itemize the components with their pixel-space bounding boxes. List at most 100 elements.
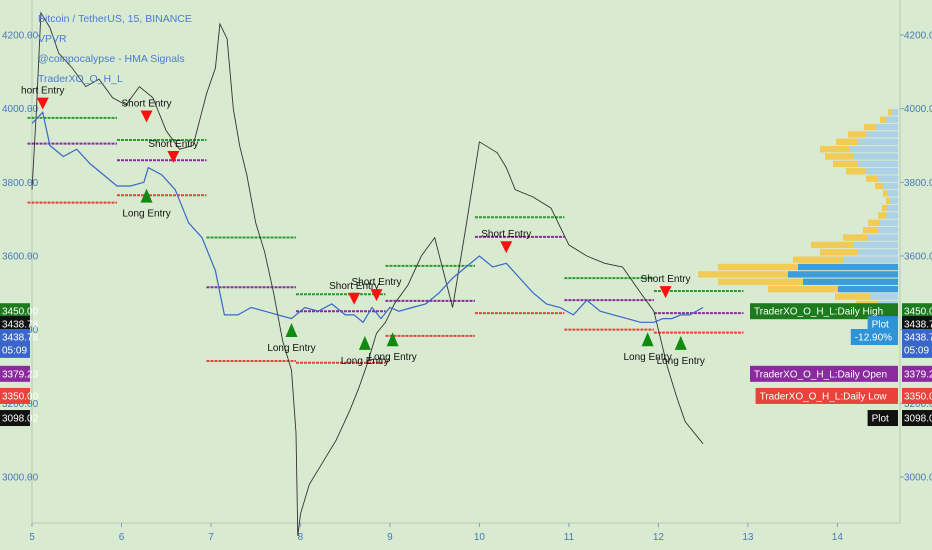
volume-profile-up-bar <box>820 145 850 153</box>
short-entry-label: Short Entry <box>329 281 379 292</box>
left-price-tag <box>0 410 30 427</box>
short-entry-label: Short Entry <box>148 139 198 150</box>
left-price-tag <box>0 316 30 333</box>
indicator-label-tag <box>867 410 898 427</box>
left-y-tick-label: 3600.00 <box>2 251 39 262</box>
volume-profile-up-bar <box>880 116 886 123</box>
volume-profile-down-bar <box>876 123 898 131</box>
volume-profile-down-bar <box>870 293 898 300</box>
long-entry-label: Long Entry <box>341 356 389 367</box>
indicator-label-tag <box>867 316 898 333</box>
volume-profile-down-bar <box>858 249 898 256</box>
volume-profile-down-bar <box>880 219 898 227</box>
indicator-label-text: Plot <box>872 320 889 331</box>
volume-profile-up-bar <box>718 278 803 285</box>
volume-profile-down-bar <box>878 175 898 182</box>
left-price-tag <box>0 387 30 404</box>
left-price-tag-text: 3438.78 <box>2 320 39 331</box>
left-y-tick-label: 3000.00 <box>2 472 39 483</box>
volume-profile-down-bar <box>866 131 898 138</box>
volume-profile-down-bar <box>788 271 898 278</box>
indicator-label-tag <box>755 387 898 404</box>
plot-series-line <box>31 11 704 536</box>
short-entry-label: hort Entry <box>21 86 64 97</box>
volume-profile-up-bar <box>866 175 878 182</box>
volume-profile-up-bar <box>718 263 798 271</box>
long-entry-label: Long Entry <box>122 209 170 220</box>
left-y-tick-label: 4000.00 <box>2 104 39 115</box>
volume-profile-up-bar <box>888 109 892 116</box>
volume-profile-up-bar <box>878 212 886 219</box>
short-entry-arrow[interactable] <box>167 151 180 164</box>
left-y-tick-label: 3200.00 <box>2 399 39 410</box>
x-tick-label: 7 <box>208 532 214 543</box>
x-tick-label: 14 <box>832 532 844 543</box>
long-entry-arrow[interactable] <box>358 335 371 350</box>
volume-profile-down-bar <box>878 227 898 234</box>
short-entry-arrow[interactable] <box>659 286 672 299</box>
short-entry-arrow[interactable] <box>348 292 361 305</box>
long-entry-arrow[interactable] <box>285 323 298 338</box>
long-entry-label: Long Entry <box>267 343 315 354</box>
left-price-tag <box>0 329 30 346</box>
volume-profile-down-bar <box>886 212 898 219</box>
x-tick-label: 5 <box>29 532 35 543</box>
long-entry-arrow[interactable] <box>641 332 654 347</box>
volume-profile-up-bar <box>811 241 853 249</box>
short-entry-arrow[interactable] <box>140 110 153 123</box>
volume-profile-down-bar <box>890 197 898 204</box>
right-y-tick-label: 4000.00 <box>904 104 932 115</box>
short-entry-label: Short Entry <box>122 98 172 109</box>
volume-profile-down-bar <box>858 160 898 168</box>
right-price-tag <box>902 365 932 382</box>
volume-profile-up-bar <box>836 138 858 145</box>
short-entry-arrow[interactable] <box>36 97 49 110</box>
right-y-tick-label: 3800.00 <box>904 178 932 189</box>
right-y-tick-label: 3000.00 <box>904 472 932 483</box>
long-entry-arrow[interactable] <box>674 335 687 350</box>
right-price-tag-text: 3350.00 <box>904 391 932 402</box>
left-price-tag-text: 3379.23 <box>2 369 39 380</box>
long-entry-arrow[interactable] <box>140 188 153 203</box>
volume-profile-up-bar <box>875 182 883 190</box>
long-entry-label: Long Entry <box>368 352 416 363</box>
price-series-line <box>31 111 704 324</box>
volume-profile-down-bar <box>843 256 898 263</box>
right-price-tag-text: 3438.78 <box>904 320 932 331</box>
right-price-tag-text: 3438.78 <box>904 333 932 344</box>
left-price-tag-text: 3350.00 <box>2 391 39 402</box>
left-price-tag-text: 05:09 <box>2 345 27 356</box>
indicator-label-text: TraderXO_O_H_L:Daily High <box>754 307 883 318</box>
volume-profile-up-bar <box>864 123 876 131</box>
right-price-tag <box>902 329 932 346</box>
volume-profile-up-bar <box>843 234 868 241</box>
volume-profile-up-bar <box>820 249 858 256</box>
study-legend-item: TraderXO_O_H_L <box>38 73 123 85</box>
left-price-tag <box>0 365 30 382</box>
short-entry-arrow[interactable] <box>500 241 513 254</box>
volume-profile-up-bar <box>768 285 838 293</box>
volume-profile-down-bar <box>866 168 898 175</box>
volume-profile-up-bar <box>698 271 788 278</box>
short-entry-label: Short Entry <box>481 229 531 240</box>
right-price-tag <box>902 303 932 320</box>
indicator-label-tag <box>750 303 898 320</box>
volume-profile-up-bar <box>883 190 888 197</box>
long-entry-arrow[interactable] <box>386 332 399 347</box>
volume-profile-down-bar <box>853 241 898 249</box>
left-price-tag-text: 3098.02 <box>2 414 39 425</box>
right-price-tag <box>902 410 932 427</box>
long-entry-label: Long Entry <box>657 356 705 367</box>
right-price-tag <box>902 387 932 404</box>
volume-profile-down-bar <box>853 153 898 160</box>
indicator-label-tag <box>850 329 898 346</box>
x-tick-label: 10 <box>474 532 486 543</box>
left-price-tag-text: 3450.00 <box>2 307 39 318</box>
x-tick-label: 8 <box>298 532 304 543</box>
right-price-tag-text: 05:09 <box>904 345 929 356</box>
study-legend-item: @coinpocalypse - HMA Signals <box>38 53 185 65</box>
signals: hort Entry Short Entry Short Entry Long Ent… <box>21 86 705 367</box>
short-entry-arrow[interactable] <box>370 289 383 302</box>
